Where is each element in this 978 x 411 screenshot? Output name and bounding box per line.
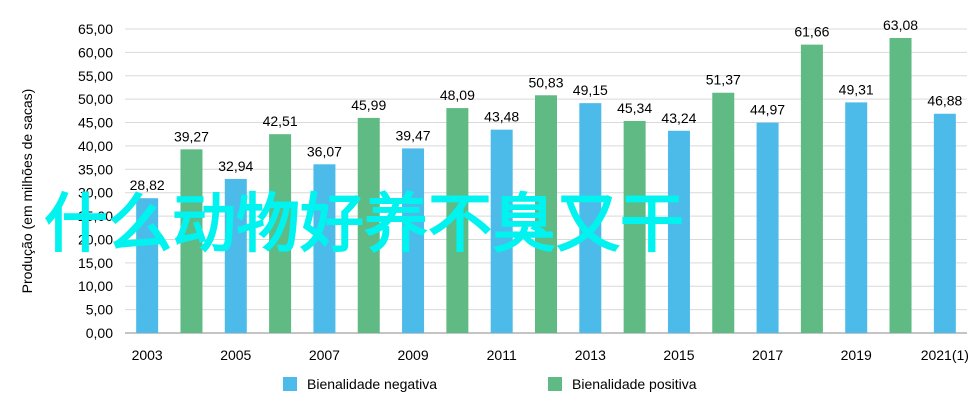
y-tick-label: 50,00	[78, 91, 113, 107]
data-label: 49,31	[839, 81, 874, 97]
data-label: 46,88	[927, 93, 962, 109]
bar-2019	[845, 102, 868, 333]
x-tick-label: 2011	[487, 347, 517, 363]
bar-2003	[136, 198, 159, 333]
bar-2008	[357, 117, 380, 333]
y-axis-ticks: 0,00 5,00 10,00 15,00 20,00 25,00 30,00 35,00 40…	[78, 21, 113, 341]
data-label: 45,34	[617, 100, 652, 116]
data-label: 36,07	[307, 143, 342, 159]
data-label: 50,83	[528, 74, 563, 90]
bar-2013	[579, 103, 602, 333]
data-label: 45,99	[351, 97, 386, 113]
data-label: 39,47	[396, 127, 431, 143]
bar-2009	[402, 148, 425, 333]
x-tick-label: 2005	[220, 347, 251, 363]
legend-label: Bienalidade positiva	[572, 376, 697, 392]
y-tick-label: 55,00	[78, 68, 113, 84]
bars	[136, 37, 956, 334]
y-tick-label: 10,00	[78, 278, 113, 294]
bar-2018	[800, 44, 823, 334]
x-tick-label: 2007	[309, 347, 340, 363]
data-label: 39,27	[174, 128, 209, 144]
overlay-watermark-text: 什么动物好养不臭又干	[44, 188, 684, 262]
x-tick-label: 2015	[663, 347, 694, 363]
bar-2020	[889, 37, 912, 334]
bar-2017	[756, 122, 779, 333]
bar-2014	[623, 120, 646, 334]
bar-2012	[535, 95, 557, 333]
data-label: 49,15	[573, 82, 608, 98]
bar-2010	[446, 108, 469, 334]
data-label: 43,24	[661, 110, 696, 126]
data-label: 63,08	[883, 17, 918, 33]
data-label: 51,37	[706, 72, 741, 88]
legend-swatch	[548, 377, 562, 391]
bar-2011	[490, 129, 513, 333]
y-tick-label: 5,00	[86, 302, 113, 318]
bar-2016	[712, 92, 735, 333]
x-tick-label: 2013	[575, 347, 606, 363]
bar-2015	[667, 130, 690, 333]
data-label: 28,82	[130, 177, 165, 193]
x-tick-label: 2003	[132, 347, 163, 363]
y-tick-label: 40,00	[78, 138, 113, 154]
y-tick-label: 35,00	[78, 161, 113, 177]
y-tick-label: 65,00	[78, 21, 113, 37]
y-tick-label: 20,00	[78, 231, 113, 247]
y-tick-label: 0,00	[86, 325, 113, 341]
y-tick-label: 25,00	[78, 208, 113, 224]
data-label: 32,94	[218, 158, 253, 174]
data-labels: 28,82 39,27 32,94 42,51 36,07 45,99 39,47 48,09…	[130, 17, 963, 193]
bar-2004	[180, 149, 203, 333]
data-label: 43,48	[484, 109, 519, 125]
legend-swatch	[283, 377, 297, 391]
x-tick-label: 2021(1)	[921, 347, 969, 363]
bar-2007	[313, 164, 336, 333]
x-tick-label: 2009	[397, 347, 428, 363]
y-tick-label: 15,00	[78, 255, 113, 271]
data-label: 42,51	[263, 113, 298, 129]
data-label: 61,66	[794, 24, 829, 40]
legend: Bienalidade negativa Bienalidade positiva	[283, 376, 697, 392]
x-tick-label: 2019	[841, 347, 872, 363]
bar-2005	[224, 178, 247, 333]
data-label: 44,97	[750, 102, 785, 118]
legend-label: Bienalidade negativa	[307, 376, 437, 392]
x-axis-ticks: 2003 2005 2007 2009 2011 2013 2015 2017 2019 2021…	[132, 347, 969, 363]
bar-2006	[269, 134, 292, 333]
y-tick-label: 60,00	[78, 44, 113, 60]
y-tick-label: 45,00	[78, 115, 113, 131]
y-axis-label: Produção (em milhões de sacas)	[19, 89, 35, 294]
data-label: 48,09	[440, 87, 475, 103]
y-tick-label: 30,00	[78, 185, 113, 201]
x-tick-label: 2017	[752, 347, 783, 363]
bar-2021(1)	[933, 113, 956, 333]
